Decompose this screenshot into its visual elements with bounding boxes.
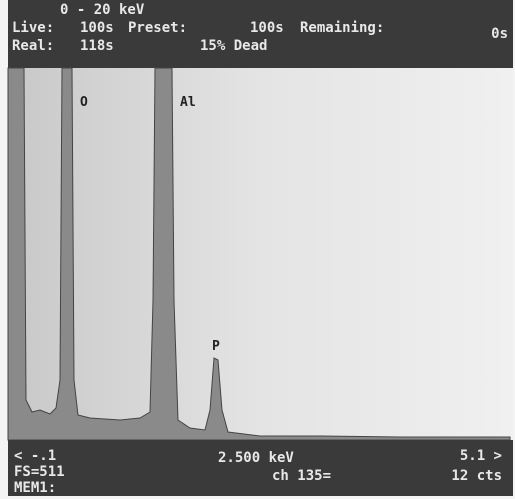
live: 100s <box>80 20 114 36</box>
range: 0 - 20 keV <box>60 2 145 18</box>
header-band <box>8 0 513 68</box>
channel: ch 135= <box>272 468 331 484</box>
preset: 100s <box>250 20 284 36</box>
left-bound: < -.1 <box>14 448 56 464</box>
live-label: Live: <box>12 20 54 36</box>
peak-label: Al <box>180 95 196 110</box>
real: 118s <box>80 38 114 54</box>
dead-time: 15% Dead <box>200 38 267 54</box>
remaining: 0s <box>491 26 508 42</box>
peak-label: P <box>212 339 220 354</box>
peak-label: O <box>80 95 88 110</box>
preset-label: Preset: <box>128 20 187 36</box>
plot-area <box>8 68 513 440</box>
footer-band <box>8 440 513 496</box>
real-label: Real: <box>12 38 54 54</box>
right-bound: 5.1 > <box>460 448 502 464</box>
full-scale: FS=511 <box>14 464 65 480</box>
memory: MEM1: <box>14 480 56 496</box>
spectrum <box>7 67 511 441</box>
remaining-label: Remaining: <box>300 20 384 36</box>
counts: 12 cts <box>451 468 502 484</box>
cursor-energy: 2.500 keV <box>218 450 294 466</box>
